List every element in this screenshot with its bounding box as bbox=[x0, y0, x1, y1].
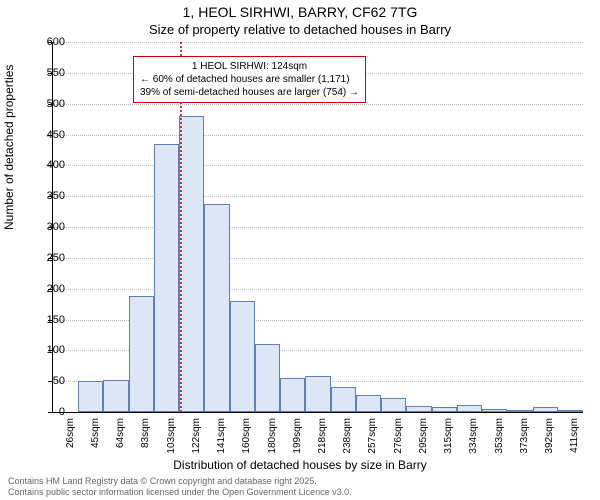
x-tick-label: 218sqm bbox=[317, 418, 328, 458]
x-tick-label: 103sqm bbox=[166, 418, 177, 458]
bar bbox=[154, 144, 179, 412]
x-tick-label: 353sqm bbox=[494, 418, 505, 458]
chart-title-sub: Size of property relative to detached ho… bbox=[0, 22, 600, 37]
bar bbox=[305, 376, 330, 412]
bar bbox=[482, 409, 507, 412]
x-tick-label: 315sqm bbox=[443, 418, 454, 458]
grid-line bbox=[53, 135, 583, 136]
x-tick-label: 160sqm bbox=[241, 418, 252, 458]
bar bbox=[507, 410, 532, 412]
y-tick-label: 300 bbox=[35, 221, 65, 233]
x-axis-label: Distribution of detached houses by size … bbox=[0, 458, 600, 472]
x-tick-label: 276sqm bbox=[393, 418, 404, 458]
y-tick-label: 0 bbox=[35, 406, 65, 418]
plot-area: 1 HEOL SIRHWI: 124sqm← 60% of detached h… bbox=[52, 42, 583, 413]
bar bbox=[381, 398, 406, 412]
x-tick-label: 64sqm bbox=[115, 418, 126, 458]
bar bbox=[230, 301, 255, 412]
chart-title-main: 1, HEOL SIRHWI, BARRY, CF62 7TG bbox=[0, 4, 600, 20]
bar bbox=[432, 407, 457, 412]
x-tick-label: 141sqm bbox=[216, 418, 227, 458]
x-tick-label: 257sqm bbox=[367, 418, 378, 458]
x-tick-label: 122sqm bbox=[191, 418, 202, 458]
annotation-line-3: 39% of semi-detached houses are larger (… bbox=[140, 86, 359, 99]
bar bbox=[78, 381, 103, 412]
y-tick-label: 500 bbox=[35, 98, 65, 110]
x-tick-label: 392sqm bbox=[544, 418, 555, 458]
y-tick-label: 600 bbox=[35, 36, 65, 48]
grid-line bbox=[53, 258, 583, 259]
y-axis-label: Number of detached properties bbox=[2, 65, 16, 230]
grid-line bbox=[53, 165, 583, 166]
bar bbox=[280, 378, 305, 412]
annotation-line-2: ← 60% of detached houses are smaller (1,… bbox=[140, 73, 359, 86]
x-tick-label: 373sqm bbox=[519, 418, 530, 458]
footer-line-2: Contains public sector information licen… bbox=[8, 487, 352, 498]
footer-attribution: Contains HM Land Registry data © Crown c… bbox=[8, 476, 352, 498]
y-tick-label: 400 bbox=[35, 159, 65, 171]
x-tick-label: 180sqm bbox=[267, 418, 278, 458]
grid-line bbox=[53, 42, 583, 43]
grid-line bbox=[53, 227, 583, 228]
bar bbox=[204, 204, 229, 412]
bar bbox=[558, 410, 583, 412]
grid-line bbox=[53, 104, 583, 105]
y-tick-label: 250 bbox=[35, 252, 65, 264]
y-tick-label: 50 bbox=[35, 375, 65, 387]
y-tick-label: 100 bbox=[35, 344, 65, 356]
footer-line-1: Contains HM Land Registry data © Crown c… bbox=[8, 476, 352, 487]
bar bbox=[533, 407, 558, 412]
bar bbox=[406, 406, 431, 412]
x-tick-label: 295sqm bbox=[418, 418, 429, 458]
grid-line bbox=[53, 289, 583, 290]
y-tick-label: 150 bbox=[35, 314, 65, 326]
bar bbox=[255, 344, 280, 412]
x-tick-label: 45sqm bbox=[90, 418, 101, 458]
bar bbox=[331, 387, 356, 412]
x-tick-label: 26sqm bbox=[65, 418, 76, 458]
x-tick-label: 199sqm bbox=[292, 418, 303, 458]
bar bbox=[103, 380, 128, 412]
x-tick-label: 411sqm bbox=[569, 418, 580, 458]
y-tick-label: 550 bbox=[35, 67, 65, 79]
annotation-line-1: 1 HEOL SIRHWI: 124sqm bbox=[140, 60, 359, 73]
bar bbox=[457, 405, 482, 412]
x-tick-label: 238sqm bbox=[342, 418, 353, 458]
bar bbox=[129, 296, 154, 412]
x-tick-label: 83sqm bbox=[140, 418, 151, 458]
bar bbox=[179, 116, 204, 412]
y-tick-label: 200 bbox=[35, 283, 65, 295]
x-tick-label: 334sqm bbox=[468, 418, 479, 458]
grid-line bbox=[53, 196, 583, 197]
y-tick-label: 350 bbox=[35, 190, 65, 202]
bar bbox=[356, 395, 381, 412]
annotation-box: 1 HEOL SIRHWI: 124sqm← 60% of detached h… bbox=[133, 56, 366, 103]
y-tick-label: 450 bbox=[35, 129, 65, 141]
